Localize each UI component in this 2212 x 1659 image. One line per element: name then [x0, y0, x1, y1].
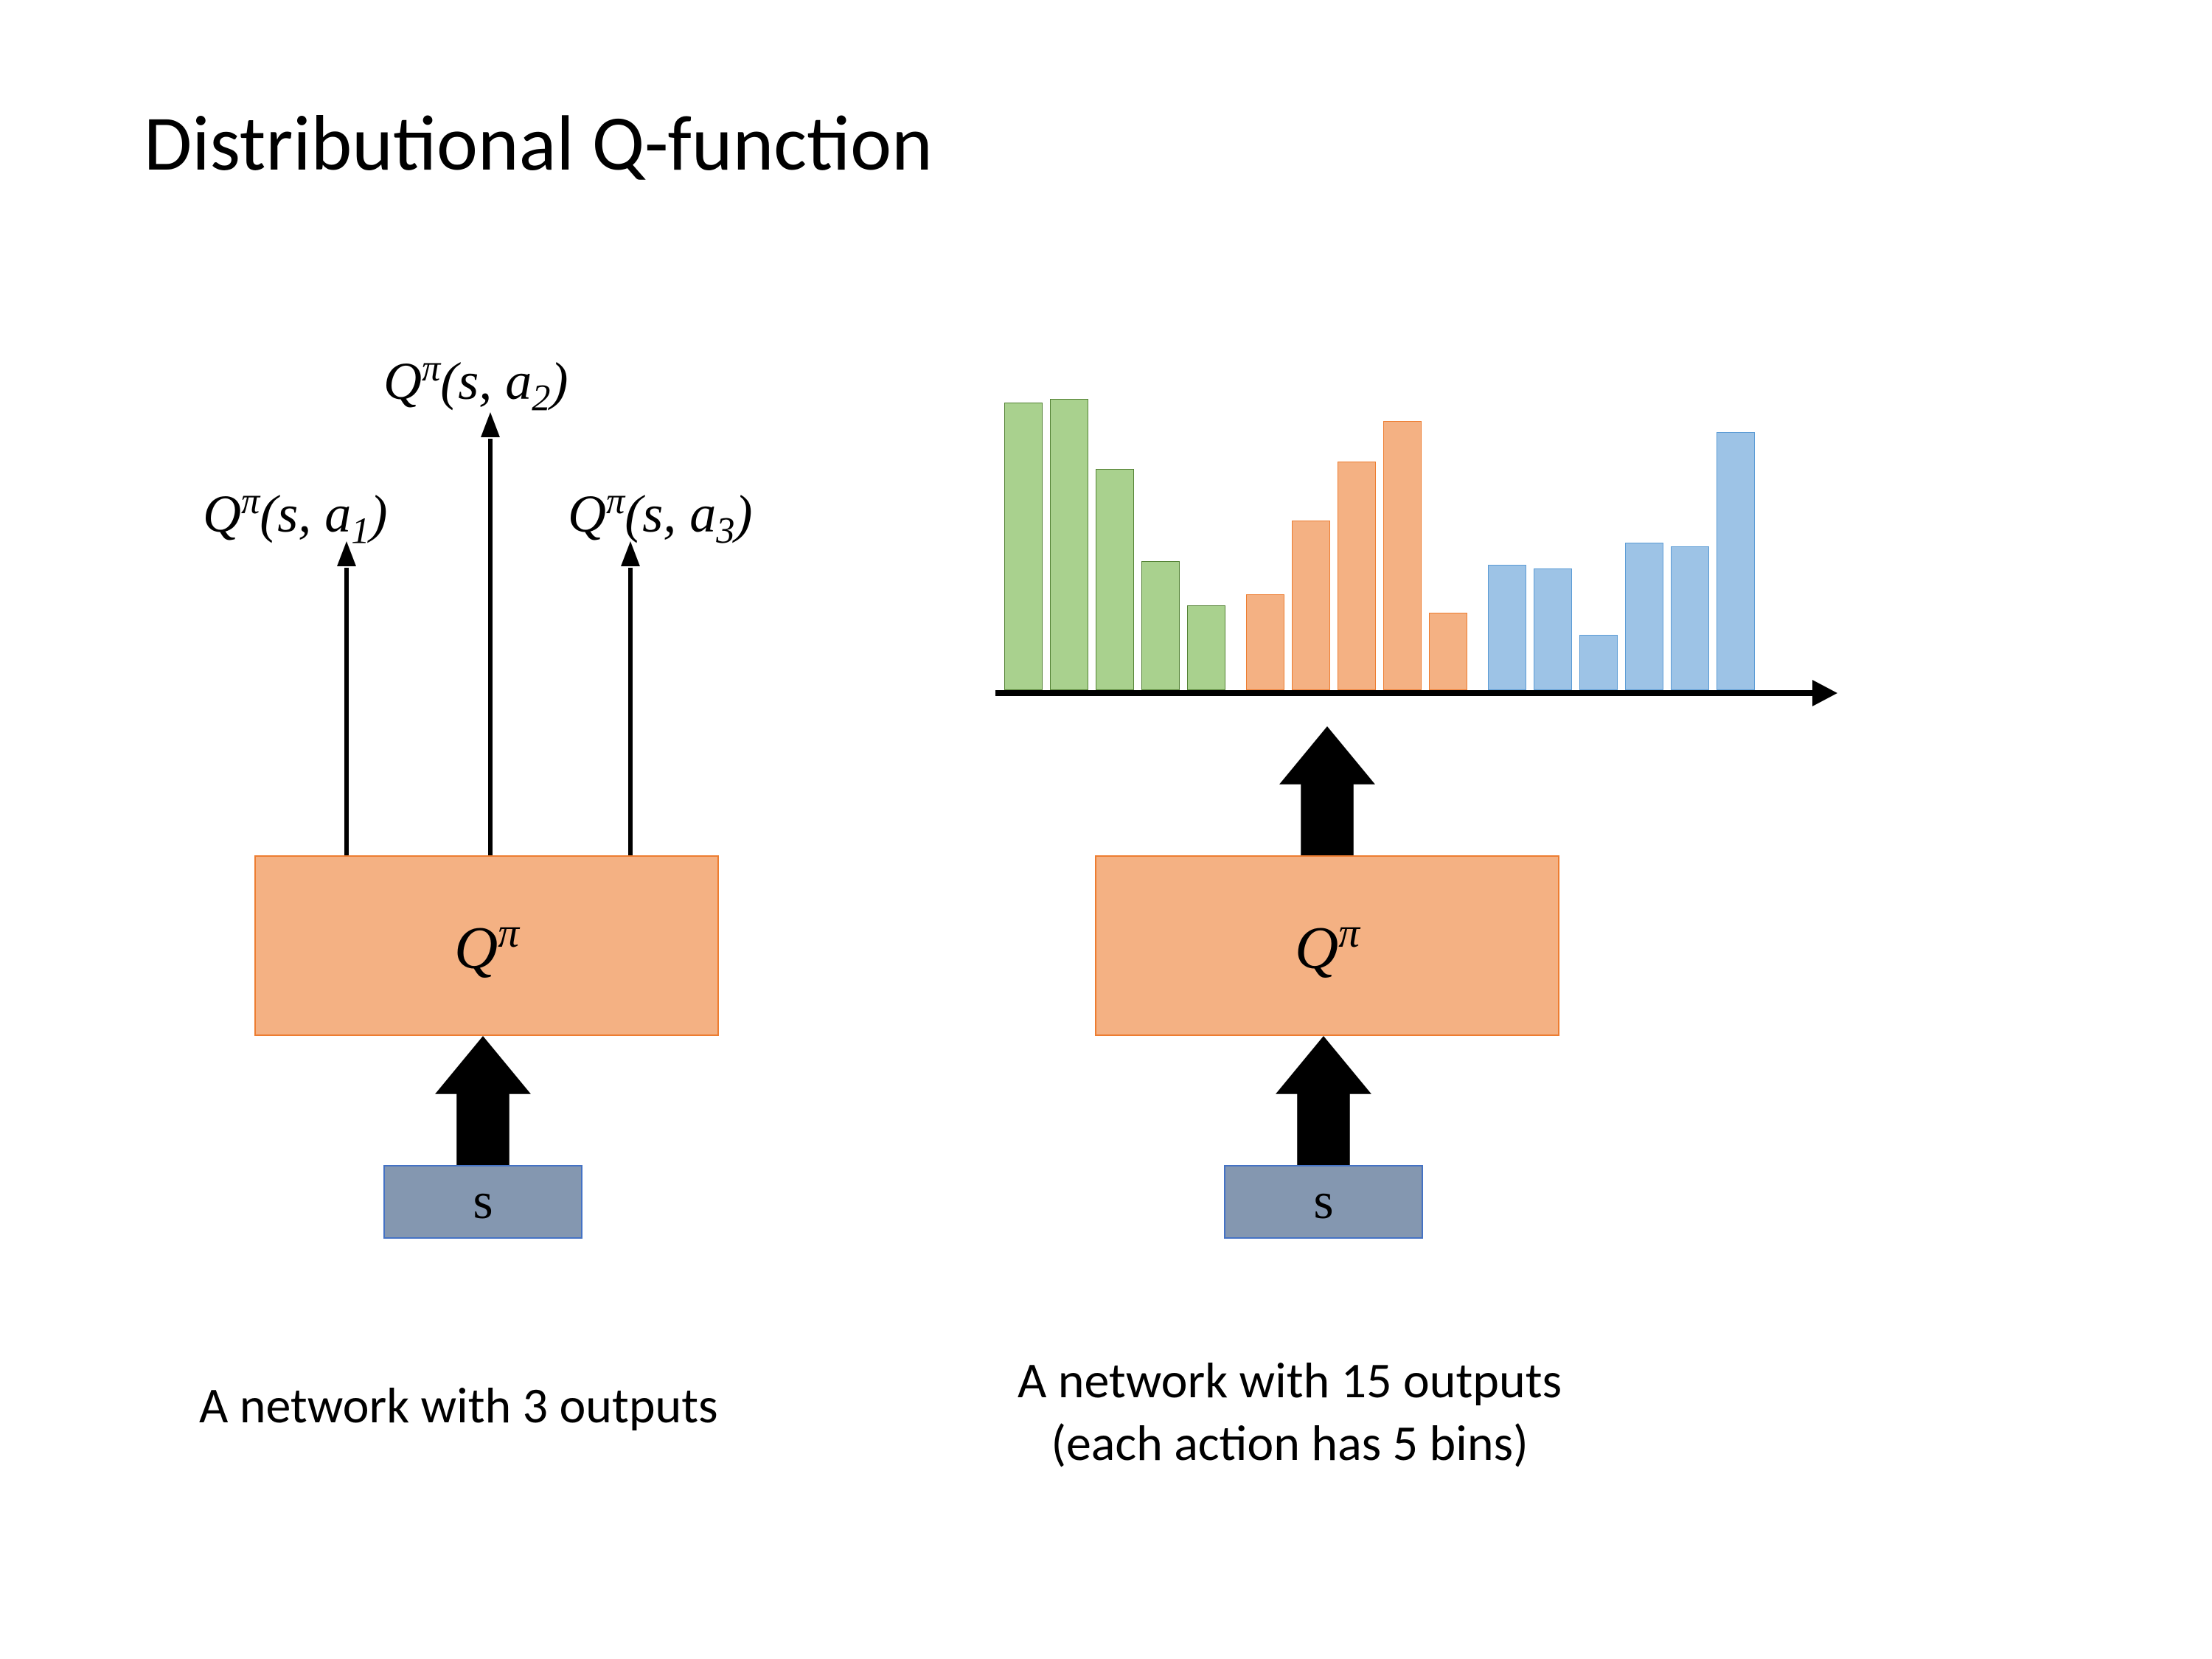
dist-bar	[1004, 403, 1043, 690]
caption-left: A network with 3 outputs	[199, 1375, 718, 1436]
dist-bar	[1050, 399, 1088, 690]
caption-right: A network with 15 outputs(each action ha…	[1018, 1349, 1562, 1475]
q-label-left: Qπ	[454, 909, 519, 982]
dist-bar	[1096, 469, 1134, 690]
q-box-left: Qπ	[254, 855, 719, 1036]
dist-bar	[1488, 565, 1526, 690]
dist-bar	[1383, 421, 1422, 690]
dist-bar	[1579, 635, 1618, 690]
dist-bar	[1625, 543, 1663, 690]
q-output-label: Qπ(s, a2)	[383, 347, 568, 419]
dist-bar	[1292, 521, 1330, 690]
arrow-line	[344, 568, 349, 855]
dist-bar	[1246, 594, 1284, 690]
dist-bar	[1717, 432, 1755, 690]
dist-bar	[1141, 561, 1180, 690]
state-box-left: s	[383, 1165, 582, 1239]
arrow-line	[488, 439, 493, 855]
state-label-right: s	[1313, 1172, 1333, 1231]
state-box-right: s	[1224, 1165, 1423, 1239]
q-box-right: Qπ	[1095, 855, 1559, 1036]
arrow-line	[628, 568, 633, 855]
q-label-right: Qπ	[1295, 909, 1360, 982]
thick-arrow-right-bottom	[1276, 1036, 1371, 1165]
state-label-left: s	[473, 1172, 493, 1231]
thick-arrow-left	[435, 1036, 531, 1165]
distribution-barchart	[995, 369, 1770, 693]
dist-bar	[1338, 462, 1376, 690]
axis-arrowhead-icon	[1812, 680, 1837, 706]
dist-bar	[1534, 568, 1572, 690]
dist-bar	[1671, 546, 1709, 690]
q-output-label: Qπ(s, a1)	[203, 479, 387, 552]
dist-bar	[1429, 613, 1467, 690]
thick-arrow-right-top	[1279, 726, 1375, 855]
axis-line	[995, 690, 1814, 696]
q-output-label: Qπ(s, a3)	[568, 479, 752, 552]
slide-title: Distributional Q-function	[144, 96, 933, 191]
dist-bar	[1187, 605, 1225, 690]
